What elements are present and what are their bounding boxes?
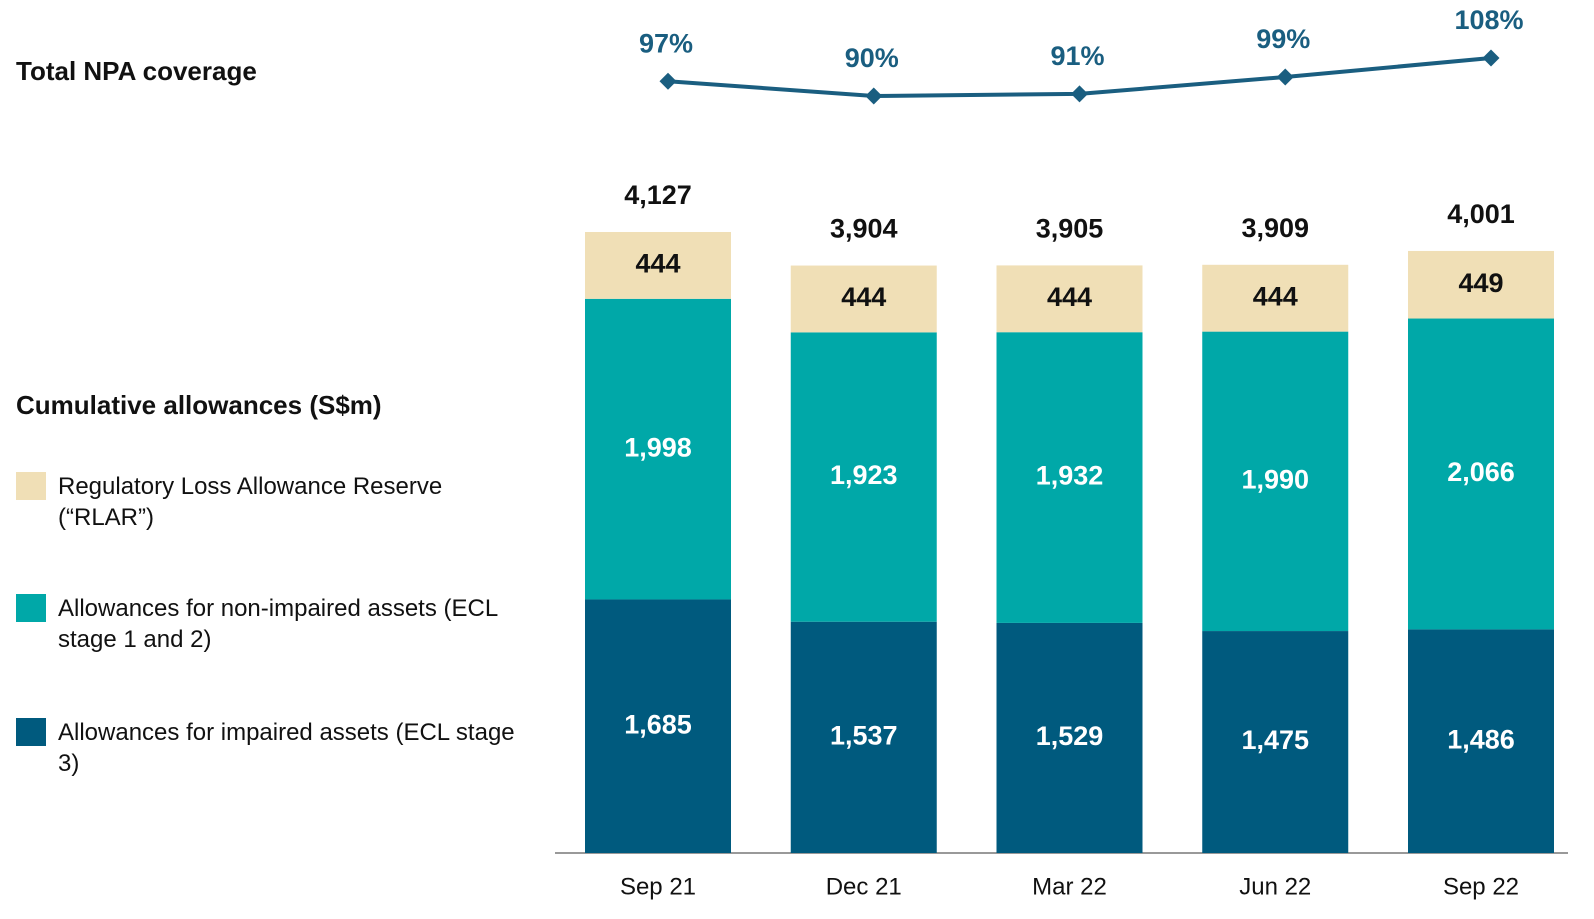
- data-label: 1,932: [1036, 461, 1104, 491]
- x-tick-label: Jun 22: [1239, 873, 1311, 900]
- data-label: 1,685: [624, 709, 692, 739]
- bar-segment: [996, 332, 1143, 623]
- coverage-label: 108%: [1454, 5, 1523, 35]
- x-tick-label: Dec 21: [826, 873, 902, 900]
- data-label: 1,475: [1241, 725, 1309, 755]
- line-label: Total NPA coverage: [16, 56, 257, 86]
- coverage-label: 90%: [845, 43, 899, 73]
- data-label: 449: [1458, 268, 1503, 298]
- data-label: 444: [841, 282, 886, 312]
- total-label: 3,905: [1036, 214, 1104, 244]
- coverage-marker: [1276, 68, 1294, 86]
- legend-swatch: [16, 718, 46, 746]
- bar-segment: [585, 298, 731, 600]
- coverage-marker: [1071, 85, 1088, 103]
- bar-segment: [790, 265, 937, 333]
- coverage-marker: [659, 72, 677, 90]
- data-label: 1,923: [830, 460, 898, 490]
- bar-segment: [1408, 629, 1554, 853]
- data-label: 444: [1253, 281, 1298, 311]
- coverage-marker: [865, 87, 883, 105]
- data-label: 1,529: [1036, 721, 1104, 751]
- bar-segment: [1408, 318, 1554, 630]
- data-label: 1,998: [624, 432, 692, 462]
- total-label: 4,127: [624, 180, 692, 210]
- bar-segment: [996, 265, 1143, 333]
- x-tick-label: Sep 21: [620, 873, 696, 900]
- coverage-marker: [1482, 49, 1500, 67]
- x-tick-label: Sep 22: [1443, 873, 1519, 900]
- bar-segment: [1202, 264, 1349, 332]
- legend-label: Allowances for impaired assets (ECL stag…: [58, 719, 515, 777]
- data-label: 1,486: [1447, 724, 1515, 754]
- coverage-label: 99%: [1256, 24, 1310, 54]
- total-label: 4,001: [1447, 199, 1515, 229]
- data-label: 1,537: [830, 720, 898, 750]
- data-label: 1,990: [1241, 464, 1309, 494]
- bar-segment: [790, 621, 937, 853]
- x-tick-label: Mar 22: [1032, 873, 1107, 900]
- total-label: 3,904: [830, 214, 898, 244]
- bar-segment: [996, 622, 1143, 853]
- legend-title: Cumulative allowances (S$m): [16, 390, 382, 420]
- bar-segment: [1408, 250, 1554, 319]
- bar-segment: [790, 332, 937, 622]
- bar-segment: [1202, 331, 1349, 632]
- bar-segment: [585, 232, 731, 299]
- legend-swatch: [16, 594, 46, 622]
- bar-segment: [585, 599, 731, 853]
- data-label: 2,066: [1447, 457, 1515, 487]
- coverage-label: 97%: [639, 28, 693, 58]
- legend-swatch: [16, 472, 46, 500]
- legend-label: Regulatory Loss Allowance Reserve (“RLAR…: [58, 473, 443, 531]
- data-label: 444: [635, 249, 680, 279]
- total-label: 3,909: [1241, 213, 1309, 243]
- coverage-label: 91%: [1050, 41, 1104, 71]
- legend-label: Allowances for non-impaired assets (ECL …: [58, 595, 498, 653]
- bar-segment: [1202, 631, 1349, 853]
- data-label: 444: [1047, 282, 1092, 312]
